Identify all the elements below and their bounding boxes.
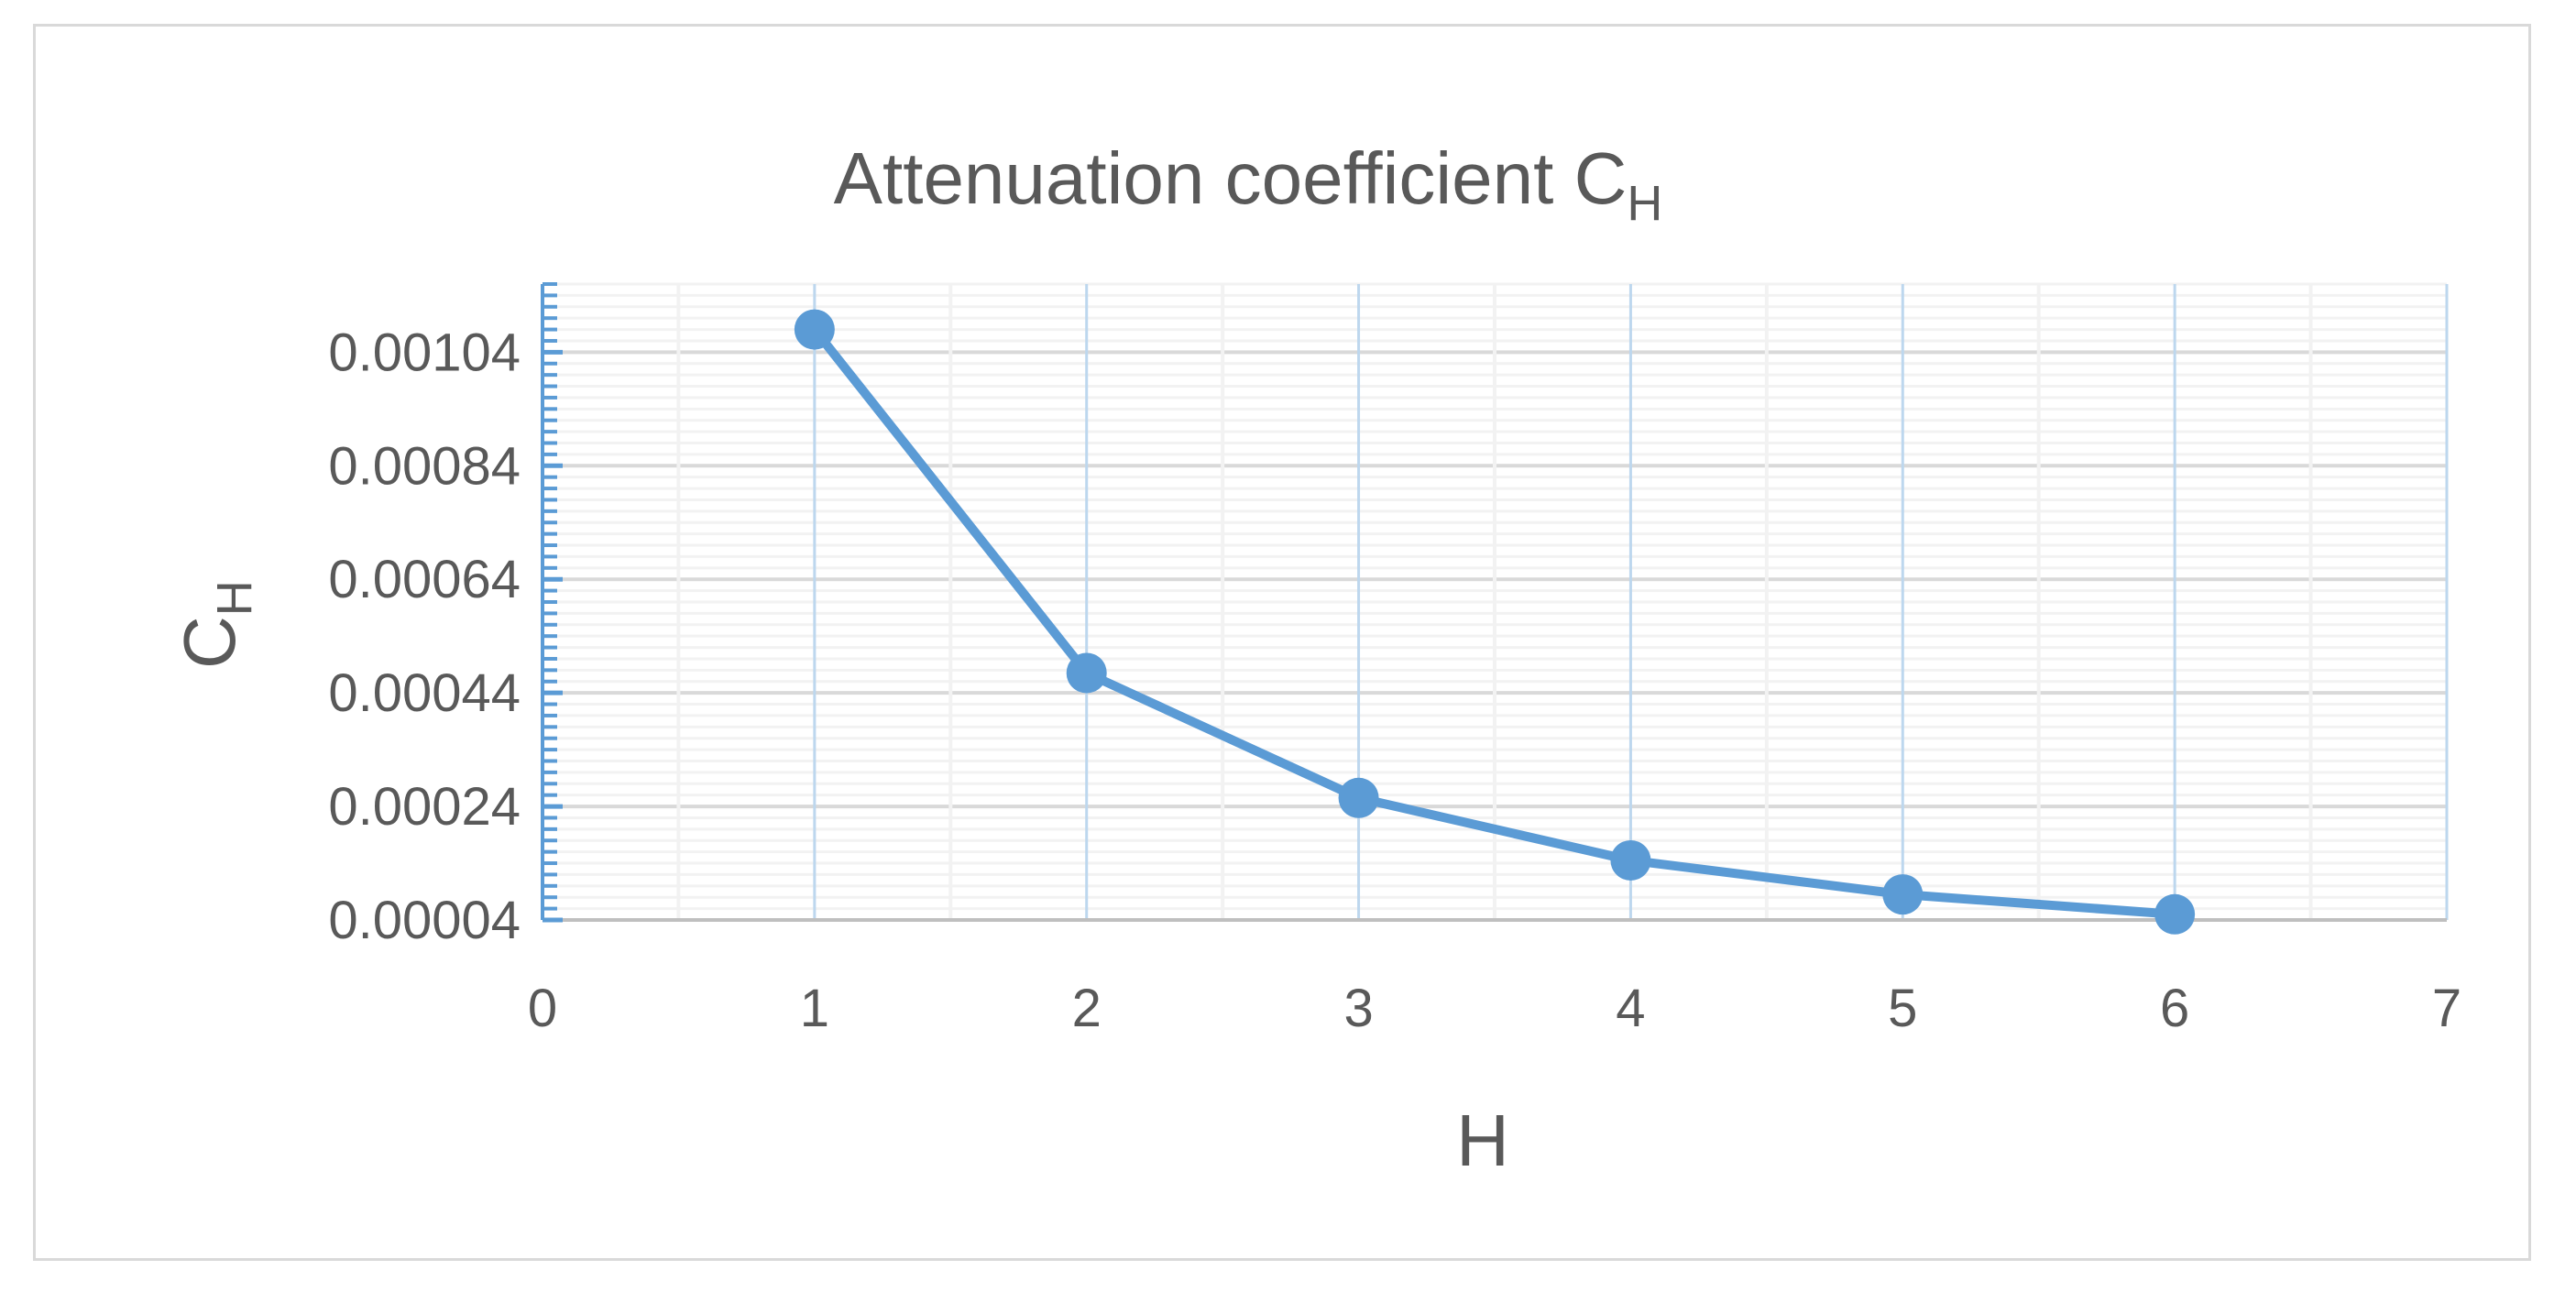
chart-title-subscript: H (1627, 176, 1662, 231)
x-tick-label: 2 (1072, 979, 1102, 1038)
y-tick-label: 0.00104 (328, 323, 521, 382)
x-tick-label: 0 (528, 979, 557, 1038)
y-tick-label: 0.00084 (328, 436, 521, 496)
x-tick-label: 4 (1616, 979, 1645, 1038)
data-point (1882, 874, 1924, 915)
data-point (1066, 652, 1107, 694)
x-axis-label: H (1456, 1100, 1509, 1181)
y-tick-label: 0.00044 (328, 663, 521, 723)
series (794, 309, 2196, 935)
y-tick-label: 0.00024 (328, 777, 521, 837)
y-tick-label: 0.00004 (328, 891, 521, 950)
x-tick-label: 7 (2432, 979, 2461, 1038)
axes (541, 282, 2447, 923)
data-point (1338, 777, 1379, 818)
x-tick-label: 6 (2160, 979, 2189, 1038)
chart-title: Attenuation coefficient CH (834, 137, 1663, 231)
y-axis-label-subscript: H (207, 580, 262, 616)
y-tick-label: 0.00064 (328, 550, 521, 609)
data-point (1610, 839, 1651, 881)
y-axis-label: CH (169, 580, 262, 669)
data-point (794, 309, 835, 350)
x-tick-label: 5 (1888, 979, 1917, 1038)
x-tick-label: 1 (800, 979, 829, 1038)
series-line (809, 324, 2180, 919)
data-point (2154, 893, 2196, 935)
labels: Attenuation coefficient CH H CH 0.000040… (169, 137, 2461, 1181)
x-tick-label: 3 (1343, 979, 1373, 1038)
chart-frame (33, 24, 2531, 1261)
